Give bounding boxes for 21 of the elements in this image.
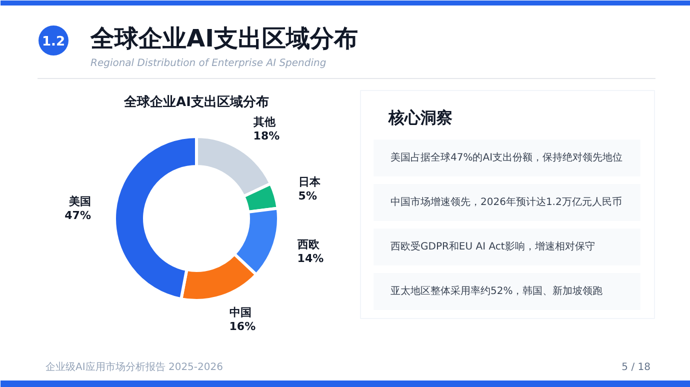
text: 西欧受GDPR和EU AI Act影响，增速相对保守: [390, 240, 595, 252]
text: 全球企业AI支出区域分布: [90, 24, 358, 52]
data-label: 18%: [253, 130, 280, 142]
text: Regional Distribution of Enterprise AI Spending: [90, 58, 326, 69]
text: 亚太地区整体采用率约52%，韩国、新加坡领跑: [390, 285, 603, 297]
text: 美国占据全球47%的AI支出份额，保持绝对领先地位: [390, 152, 623, 164]
data-label: 47%: [64, 209, 91, 222]
text: 5 / 18: [622, 362, 651, 373]
slice-label: 日本: [298, 175, 322, 188]
text: 企业级AI应用市场分析报告 2025-2026: [46, 361, 223, 373]
slice-label: 中国: [229, 306, 252, 319]
slice-label: 西欧: [296, 238, 320, 251]
data-label: 14%: [297, 252, 324, 265]
text: 1.2: [42, 34, 66, 50]
slice-label: 美国: [68, 195, 91, 208]
data-label: 16%: [229, 320, 256, 333]
text: 中国市场增速领先，2026年预计达1.2万亿元人民币: [390, 196, 622, 208]
chart-title: 全球企业AI支出区域分布: [123, 94, 269, 110]
text: 核心洞察: [388, 108, 452, 127]
slice-label: 其他: [252, 116, 276, 128]
data-label: 5%: [298, 189, 317, 202]
